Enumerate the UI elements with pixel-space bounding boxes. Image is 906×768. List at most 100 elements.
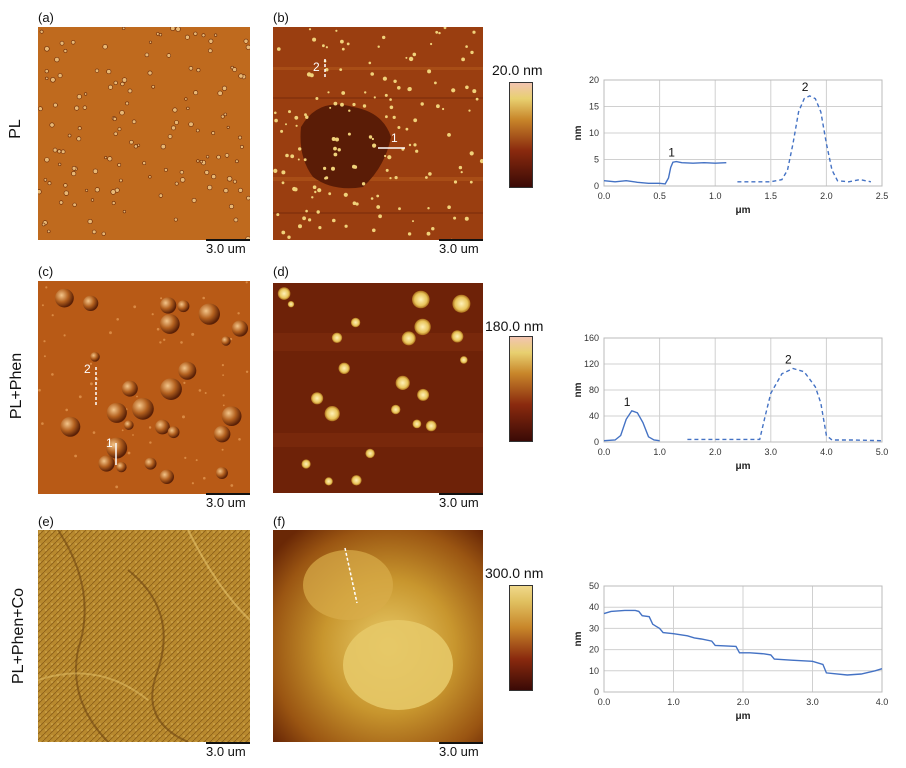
- afm-feature: [131, 119, 137, 124]
- scale-label-b: 3.0 um: [439, 241, 479, 256]
- afm-feature: [280, 129, 284, 133]
- afm-feature: [76, 94, 82, 100]
- afm-feature: [38, 388, 41, 392]
- afm-feature: [207, 184, 213, 191]
- afm-feature: [460, 171, 463, 174]
- afm-feature: [147, 70, 153, 76]
- afm-feature: [198, 389, 202, 392]
- afm-particle: [144, 457, 157, 470]
- afm-feature: [292, 186, 297, 192]
- afm-feature: [335, 29, 338, 32]
- afm-feature: [107, 156, 113, 162]
- afm-feature: [49, 122, 55, 128]
- afm-feature: [58, 162, 62, 166]
- x-tick-label: 3.0: [765, 447, 778, 457]
- afm-feature: [346, 42, 350, 46]
- afm-feature: [127, 451, 131, 455]
- afm-feature: [435, 30, 439, 34]
- afm-feature: [127, 88, 133, 94]
- afm-feature: [229, 204, 235, 210]
- afm-feature: [119, 178, 123, 183]
- afm-feature: [47, 229, 51, 234]
- afm-feature: [51, 373, 54, 376]
- afm-feature: [129, 139, 134, 145]
- panel-label-c: (c): [38, 264, 54, 279]
- afm-feature: [121, 429, 124, 432]
- afm-feature: [41, 422, 44, 425]
- line-marker-1: 1: [391, 131, 398, 145]
- afm-feature: [39, 29, 44, 34]
- afm-feature: [376, 205, 381, 209]
- afm-feature: [328, 192, 332, 196]
- afm-feature: [173, 217, 178, 222]
- afm-feature: [337, 148, 341, 152]
- afm-feature: [72, 202, 77, 207]
- afm-feature: [295, 124, 298, 127]
- afm-feature: [144, 52, 150, 58]
- afm-feature: [45, 76, 49, 81]
- afm-feature: [458, 165, 463, 170]
- y-tick-label: 160: [584, 333, 599, 343]
- afm-feature: [199, 160, 203, 164]
- afm-feature: [290, 154, 295, 159]
- profile-chart-1: 0.0 0.5 1.0 1.5 2.0 2.5 0 5 10 15 20 μm nm 1 2: [573, 75, 888, 216]
- colorbar-label-3: 300.0 nm: [485, 565, 544, 581]
- afm-feature: [373, 96, 376, 99]
- row-label-pl-phen: PL+Phen: [8, 352, 25, 420]
- afm-feature: [51, 314, 54, 317]
- afm-feature: [206, 155, 210, 159]
- afm-particle: [221, 406, 242, 426]
- afm-feature: [82, 105, 87, 110]
- afm-feature: [325, 176, 329, 180]
- afm-feature: [288, 110, 291, 114]
- afm-feature: [175, 27, 181, 32]
- afm-feature: [243, 38, 249, 44]
- afm-feature: [111, 201, 116, 205]
- colorbar-label-1: 20.0 nm: [492, 62, 543, 78]
- afm-feature: [238, 438, 241, 441]
- afm-feature: [184, 456, 187, 459]
- afm-feature: [428, 172, 432, 176]
- afm-particle: [277, 287, 291, 300]
- afm-feature: [372, 143, 377, 148]
- afm-feature: [43, 355, 46, 358]
- afm-particle: [55, 288, 74, 308]
- afm-feature: [71, 166, 77, 171]
- y-tick-label: 20: [589, 75, 599, 85]
- afm-feature: [294, 115, 299, 120]
- afm-feature: [201, 33, 206, 38]
- afm-feature: [316, 210, 320, 214]
- afm-feature: [67, 133, 72, 138]
- afm-feature: [382, 35, 386, 40]
- afm-feature: [329, 106, 332, 109]
- afm-feature: [368, 135, 373, 139]
- afm-image-b: 1 2: [273, 27, 483, 240]
- afm-particle: [425, 420, 437, 432]
- afm-feature: [43, 178, 48, 182]
- afm-feature: [195, 459, 198, 462]
- x-tick-label: 1.5: [765, 191, 778, 201]
- afm-feature: [220, 114, 225, 119]
- afm-feature: [245, 370, 249, 373]
- afm-feature: [392, 115, 396, 119]
- afm-feature: [322, 44, 325, 48]
- afm-feature: [325, 68, 329, 72]
- y-tick-label: 20: [589, 645, 599, 655]
- afm-feature: [232, 67, 237, 72]
- afm-feature: [361, 182, 366, 186]
- afm-feature: [333, 101, 338, 106]
- afm-feature: [226, 125, 230, 129]
- afm-feature: [232, 179, 237, 184]
- afm-feature: [427, 69, 432, 74]
- afm-feature: [355, 202, 359, 206]
- x-axis-label: μm: [735, 461, 750, 472]
- afm-feature: [65, 408, 68, 412]
- plot-frame: [603, 79, 883, 187]
- afm-particle: [160, 378, 182, 400]
- afm-feature: [174, 120, 179, 125]
- afm-feature: [89, 362, 93, 365]
- afm-feature: [63, 48, 68, 53]
- afm-feature: [115, 485, 119, 489]
- afm-feature: [436, 104, 440, 109]
- afm-feature: [38, 106, 43, 111]
